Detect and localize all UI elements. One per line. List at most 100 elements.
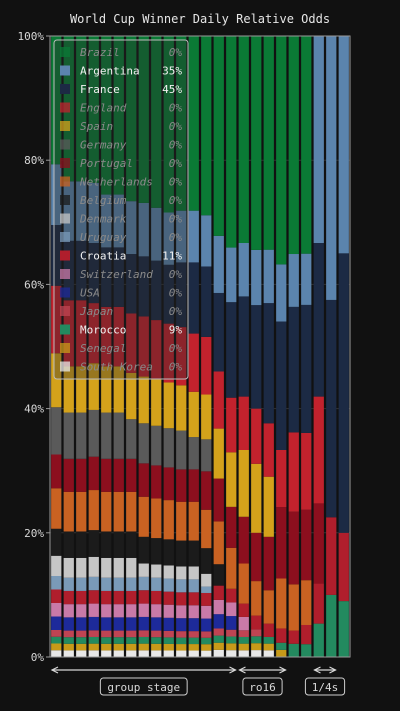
bar-segment <box>163 382 174 429</box>
bar-segment <box>313 623 324 657</box>
legend-value: 9% <box>169 324 183 337</box>
bar-segment <box>201 266 212 337</box>
legend-label: England <box>80 102 127 115</box>
bar-segment <box>188 566 199 580</box>
bar-segment <box>51 407 62 455</box>
bar-segment <box>176 592 187 606</box>
bar-segment <box>101 577 112 591</box>
bar-segment <box>138 423 149 464</box>
bar-segment <box>88 650 99 657</box>
bar-segment <box>213 635 224 643</box>
bar-segment <box>126 419 137 459</box>
bar-segment <box>188 469 199 502</box>
bar-segment <box>151 630 162 638</box>
bar-segment <box>101 306 112 367</box>
bar-segment <box>126 313 137 373</box>
bar-segment <box>201 631 212 638</box>
bar-segment <box>213 564 224 586</box>
bar-segment <box>126 577 137 591</box>
bar-segment <box>113 412 124 459</box>
bar-segment <box>226 506 237 548</box>
bar-segment <box>188 333 199 392</box>
bar-segment <box>126 650 137 657</box>
bar-segment <box>101 491 112 532</box>
bar-segment <box>113 650 124 657</box>
bar-segment <box>238 563 249 604</box>
bar-segment <box>238 36 249 243</box>
legend-swatch <box>60 84 70 94</box>
bar-segment <box>76 577 87 591</box>
bar-segment <box>288 643 299 657</box>
bar-segment <box>276 264 287 322</box>
legend-value: 0% <box>169 157 183 170</box>
bar-segment <box>251 643 262 651</box>
bar-segment <box>163 637 174 644</box>
bar-segment <box>101 557 112 578</box>
stage-arrow-left <box>313 666 321 674</box>
bar-segment <box>301 304 312 433</box>
bar-segment <box>88 603 99 617</box>
bar-segment <box>88 616 99 631</box>
bar-segment <box>276 578 287 629</box>
bar-segment <box>138 376 149 424</box>
bar-segment <box>188 262 199 334</box>
bar-segment <box>176 36 187 211</box>
bar-segment <box>126 201 137 255</box>
bar-segment <box>238 516 249 564</box>
bar-segment <box>276 649 287 657</box>
bar-segment <box>138 563 149 577</box>
bar-segment <box>338 36 349 254</box>
bar-segment <box>101 531 112 558</box>
bar-segment <box>76 531 87 558</box>
bar-segment <box>151 207 162 261</box>
bar-segment <box>313 583 324 624</box>
bar-segment <box>63 366 74 413</box>
bar-segment <box>138 536 149 564</box>
stage-arrow-left <box>238 666 246 674</box>
bar-segment <box>176 605 187 619</box>
legend: Brazil 0% Argentina 35% France 45% England 0% Sp… <box>53 39 189 380</box>
legend-box <box>53 39 189 380</box>
bar-segment <box>201 573 212 587</box>
bar-segment <box>151 604 162 618</box>
bar-segment <box>201 509 212 549</box>
bar-segment <box>201 394 212 440</box>
bar-segment <box>213 628 224 636</box>
bar-segment <box>151 650 162 657</box>
bar-segment <box>51 225 62 286</box>
bar-segment <box>226 397 237 453</box>
bar-segment <box>51 603 62 617</box>
bar-segment <box>163 578 174 592</box>
bar-segment <box>176 327 187 386</box>
bar-segment <box>76 557 87 578</box>
y-tick-label: 40% <box>24 403 44 416</box>
bar-segment <box>76 630 87 638</box>
bar-segment <box>263 636 274 644</box>
bar-segment <box>126 36 137 202</box>
bar-segment <box>288 630 299 644</box>
legend-value: 0% <box>169 194 183 207</box>
bar-segment <box>201 215 212 267</box>
bar-segment <box>101 458 112 492</box>
bar-segment <box>151 379 162 426</box>
bar-segment <box>151 320 162 380</box>
bar-segment <box>313 36 324 243</box>
bar-segment <box>63 650 74 657</box>
bar-segment <box>76 458 87 492</box>
bar-segment <box>163 467 174 501</box>
bar-segment <box>188 210 199 263</box>
bar-segment <box>226 302 237 398</box>
bar-segment <box>176 566 187 580</box>
bar-segment <box>51 616 62 630</box>
bar-segment <box>138 603 149 617</box>
bar-segment <box>326 594 337 657</box>
bar-segment <box>226 636 237 644</box>
bar-segment <box>126 604 137 618</box>
bar-segment <box>226 629 237 637</box>
legend-swatch <box>60 287 70 298</box>
bar-segment <box>126 531 137 558</box>
legend-label: Croatia <box>80 250 126 263</box>
bar-segment <box>113 531 124 558</box>
bar-segment <box>63 531 74 558</box>
bar-segment <box>138 630 149 637</box>
